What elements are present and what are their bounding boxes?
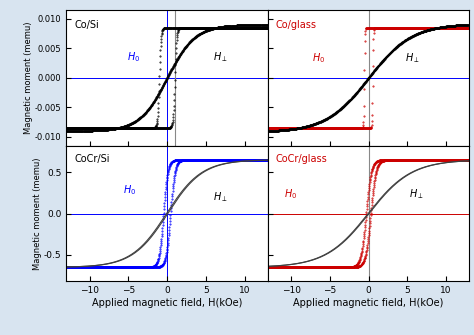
- Text: $H_\perp$: $H_\perp$: [213, 190, 228, 204]
- Text: CoCr/Si: CoCr/Si: [74, 154, 110, 164]
- Text: $H_0$: $H_0$: [127, 50, 140, 64]
- Y-axis label: Magnetic moment (memu): Magnetic moment (memu): [34, 157, 43, 270]
- Text: $H_0$: $H_0$: [312, 52, 325, 65]
- Text: Co/glass: Co/glass: [276, 20, 317, 30]
- Text: $H_0$: $H_0$: [123, 183, 136, 197]
- Text: Co/Si: Co/Si: [74, 20, 99, 30]
- Text: $H_\perp$: $H_\perp$: [405, 52, 420, 65]
- X-axis label: Applied magnetic field, H(kOe): Applied magnetic field, H(kOe): [92, 298, 242, 308]
- X-axis label: Applied magnetic field, H(kOe): Applied magnetic field, H(kOe): [293, 298, 444, 308]
- Text: CoCr/glass: CoCr/glass: [276, 154, 328, 164]
- Text: $H_0$: $H_0$: [284, 187, 297, 201]
- Y-axis label: Magnetic moment (memu): Magnetic moment (memu): [25, 22, 34, 134]
- Text: $H_\perp$: $H_\perp$: [213, 50, 228, 64]
- Text: $H_\perp$: $H_\perp$: [409, 187, 424, 201]
